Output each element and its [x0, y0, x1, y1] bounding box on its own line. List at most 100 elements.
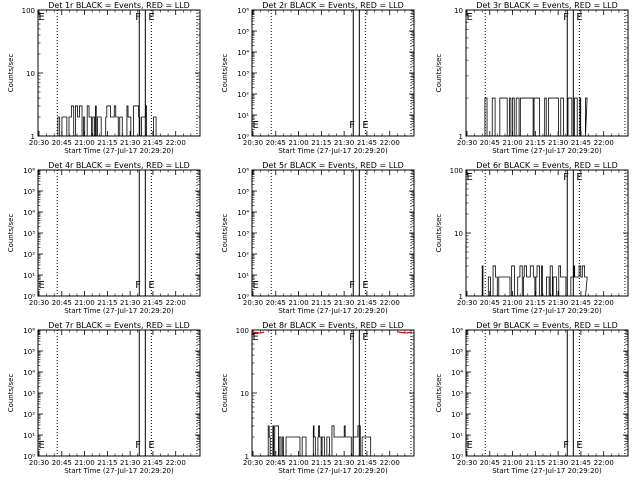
plot-frame	[37, 169, 201, 297]
detector-panel-7: Det 7r BLACK = Events, RED = LLD 10⁰ 10¹ 10…	[7, 321, 201, 475]
y-tick-label: 1	[459, 293, 463, 301]
events-trace	[482, 97, 588, 137]
y-tick-label: 10	[240, 390, 249, 398]
detector-panel-8: Det 8r BLACK = Events, RED = LLD 1 10 100 Co…	[221, 321, 415, 475]
x-tick-label: 21:30	[120, 139, 140, 147]
x-tick-label: 20:30	[243, 139, 263, 147]
x-tick-label: 21:45	[571, 139, 591, 147]
x-tick-label: 22:00	[380, 139, 400, 147]
y-tick-label: 10	[454, 230, 463, 238]
y-tick-label: 10⁶	[451, 327, 463, 335]
y-tick-label: 10⁰	[451, 453, 463, 461]
panel-title: Det 6r BLACK = Events, RED = LLD	[476, 161, 618, 170]
plot-frame	[465, 329, 629, 457]
y-tick-label: 10³	[237, 70, 249, 78]
marker-label: E	[362, 120, 368, 131]
x-tick-label: 20:30	[29, 139, 49, 147]
x-tick-label: 21:00	[288, 139, 308, 147]
x-tick-label: 21:30	[334, 299, 354, 307]
y-axis-label: Counts/sec	[435, 214, 443, 253]
x-tick-label: 21:15	[525, 139, 545, 147]
marker-label: E	[38, 12, 44, 23]
detector-panel-5: Det 5r BLACK = Events, RED = LLD 10⁰ 10¹ 10…	[221, 161, 415, 315]
x-tick-label: 20:45	[480, 299, 500, 307]
detector-panel-2: Det 2r BLACK = Events, RED = LLD 10⁰ 10¹ 10…	[221, 1, 415, 155]
y-tick-label: 10⁴	[23, 369, 35, 377]
x-tick-label: 21:00	[288, 299, 308, 307]
y-tick-label: 10	[454, 7, 463, 15]
y-tick-label: 10⁵	[23, 188, 35, 196]
x-tick-label: 21:00	[502, 139, 522, 147]
x-tick-label: 20:45	[480, 459, 500, 467]
marker-label: E	[148, 280, 154, 291]
x-tick-label: 21:30	[548, 139, 568, 147]
y-tick-label: 10²	[23, 251, 35, 259]
x-tick-label: 22:00	[594, 139, 614, 147]
plot-frame	[37, 329, 201, 457]
y-axis-label: Counts/sec	[7, 214, 15, 253]
marker-label: F	[135, 12, 141, 23]
y-tick-label: 1	[459, 133, 463, 141]
detector-panel-1: Det 1r BLACK = Events, RED = LLD 1 10 100 Co…	[7, 1, 201, 155]
marker-label: F	[349, 120, 355, 131]
x-tick-label: 22:00	[594, 299, 614, 307]
marker-label: E	[576, 172, 582, 183]
y-tick-label: 100	[22, 7, 35, 15]
marker-label: E	[148, 12, 154, 23]
y-tick-label: 10⁴	[23, 209, 35, 217]
panel-title: Det 8r BLACK = Events, RED = LLD	[262, 321, 404, 330]
x-tick-label: 21:30	[120, 299, 140, 307]
x-tick-label: 20:30	[457, 299, 477, 307]
panel-title: Det 9r BLACK = Events, RED = LLD	[476, 321, 618, 330]
x-tick-label: 20:30	[29, 299, 49, 307]
y-tick-label: 10⁶	[23, 327, 35, 335]
marker-label: E	[38, 280, 44, 291]
y-axis-label: Counts/sec	[221, 214, 229, 253]
x-tick-label: 22:00	[380, 459, 400, 467]
y-axis-label: Counts/sec	[221, 54, 229, 93]
x-tick-label: 21:00	[502, 299, 522, 307]
y-tick-label: 10¹	[23, 432, 35, 440]
x-tick-label: 21:45	[143, 139, 163, 147]
y-tick-label: 10¹	[451, 432, 463, 440]
x-tick-label: 20:30	[243, 299, 263, 307]
x-tick-label: 21:15	[525, 299, 545, 307]
y-tick-label: 10¹	[237, 272, 249, 280]
lld-trace	[397, 331, 413, 334]
x-tick-label: 20:45	[52, 139, 72, 147]
marker-label: E	[362, 280, 368, 291]
y-tick-label: 10¹	[237, 112, 249, 120]
x-tick-label: 20:30	[457, 459, 477, 467]
detector-panel-6: Det 6r BLACK = Events, RED = LLD 1 10 100 Co…	[435, 161, 629, 315]
marker-label: F	[349, 332, 355, 343]
y-tick-label: 10³	[23, 390, 35, 398]
x-tick-label: 20:45	[266, 139, 286, 147]
y-tick-label: 10²	[451, 411, 463, 419]
marker-label: E	[38, 440, 44, 451]
x-tick-label: 20:45	[52, 299, 72, 307]
y-tick-label: 10³	[237, 230, 249, 238]
y-tick-label: 10³	[23, 230, 35, 238]
x-axis-label: Start Time (27-Jul-17 20:29:20)	[64, 147, 174, 155]
y-tick-label: 10⁵	[237, 28, 249, 36]
y-tick-label: 10⁶	[237, 7, 249, 15]
x-tick-label: 20:45	[480, 139, 500, 147]
y-tick-label: 10²	[237, 91, 249, 99]
x-tick-label: 21:45	[143, 299, 163, 307]
x-tick-label: 21:30	[548, 459, 568, 467]
x-axis-label: Start Time (27-Jul-17 20:29:20)	[278, 307, 388, 315]
x-tick-label: 22:00	[166, 299, 186, 307]
panel-title: Det 4r BLACK = Events, RED = LLD	[48, 161, 190, 170]
x-tick-label: 21:45	[571, 299, 591, 307]
detector-panel-9: Det 9r BLACK = Events, RED = LLD 10⁰ 10¹ 10…	[435, 321, 629, 475]
x-tick-label: 22:00	[166, 139, 186, 147]
y-axis-label: Counts/sec	[435, 374, 443, 413]
x-tick-label: 22:00	[166, 459, 186, 467]
events-trace	[54, 105, 159, 137]
plot-frame	[251, 329, 415, 457]
x-tick-label: 20:45	[266, 459, 286, 467]
x-tick-label: 20:45	[266, 299, 286, 307]
x-tick-label: 22:00	[594, 459, 614, 467]
y-tick-label: 100	[450, 167, 463, 175]
panel-title: Det 5r BLACK = Events, RED = LLD	[262, 161, 404, 170]
